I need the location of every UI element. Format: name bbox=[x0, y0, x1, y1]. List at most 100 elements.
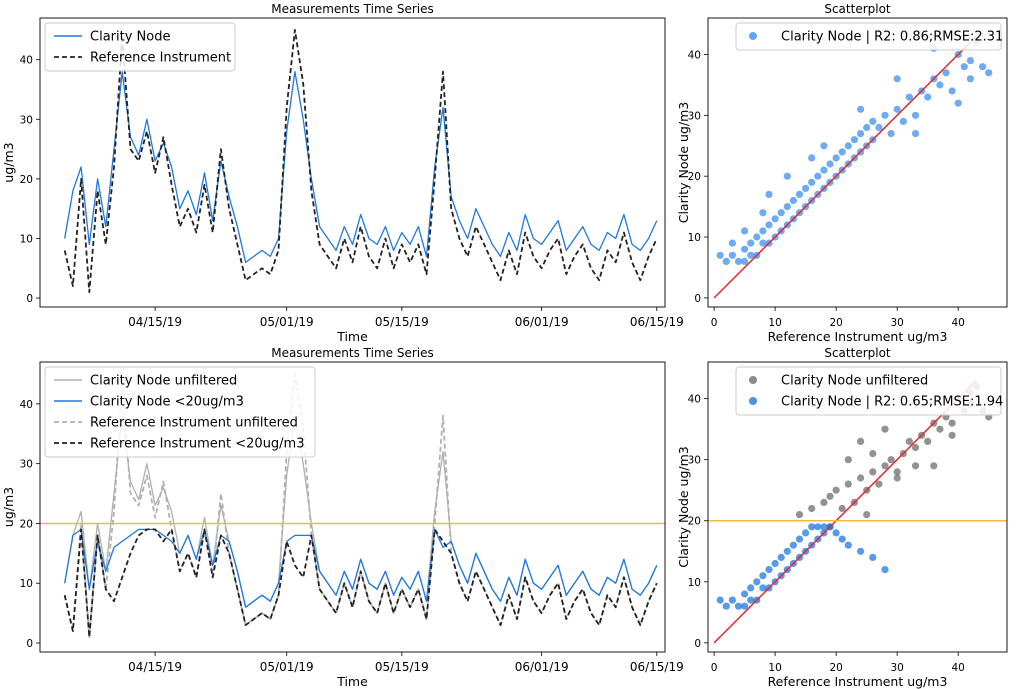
scatter-point bbox=[728, 596, 737, 604]
scatter-point bbox=[734, 602, 743, 610]
scatter-point bbox=[881, 111, 889, 119]
scatter-point bbox=[966, 57, 975, 65]
scatter-point bbox=[924, 437, 932, 445]
scatter-point bbox=[765, 566, 773, 574]
x-tick-label: 06/15/19 bbox=[630, 315, 684, 329]
y-tick-label: 10 bbox=[20, 578, 33, 590]
scatter-point bbox=[777, 553, 785, 562]
x-tick-label: 05/01/19 bbox=[260, 660, 314, 674]
scatter-point bbox=[783, 203, 791, 211]
scatter-point bbox=[741, 227, 749, 235]
scatter-point bbox=[759, 584, 767, 592]
scatter-point bbox=[979, 63, 987, 71]
scatter-point bbox=[747, 239, 755, 247]
y-tick-label: 30 bbox=[20, 114, 33, 126]
scatter-point bbox=[765, 221, 773, 229]
scatter-point bbox=[832, 529, 840, 537]
scatter-point bbox=[863, 123, 871, 132]
legend-swatch bbox=[749, 376, 757, 384]
scatter-point bbox=[869, 553, 877, 562]
scatter-point bbox=[844, 456, 852, 464]
scatter-point bbox=[911, 130, 920, 138]
scatter-point bbox=[759, 572, 767, 580]
legend-label: Clarity Node <20ug/m3 bbox=[90, 395, 244, 410]
x-tick-label: 20 bbox=[829, 662, 842, 674]
x-tick-label: 04/15/19 bbox=[128, 315, 182, 329]
scatter-point bbox=[881, 462, 889, 470]
scatter-point bbox=[814, 523, 822, 531]
legend-swatch bbox=[749, 32, 757, 40]
y-tick-label: 40 bbox=[688, 50, 701, 62]
scatter-point bbox=[741, 602, 749, 610]
plot-area bbox=[40, 373, 665, 638]
scatter-point bbox=[887, 456, 895, 464]
x-axis-label: Time bbox=[336, 674, 368, 689]
series-line-1 bbox=[63, 28, 658, 294]
legend-label: Clarity Node | R2: 0.86;RMSE:2.31 bbox=[781, 30, 1003, 45]
scatter-point bbox=[802, 184, 810, 192]
scatter-point bbox=[924, 93, 932, 101]
scatter-point bbox=[820, 523, 828, 531]
scatter-point bbox=[857, 547, 865, 555]
chart-title: Scatterplot bbox=[824, 2, 891, 16]
scatter-point bbox=[722, 602, 730, 610]
y-tick-label: 30 bbox=[20, 459, 33, 471]
scatter-point bbox=[966, 75, 975, 83]
x-tick-label: 05/15/19 bbox=[375, 315, 429, 329]
scatter-point bbox=[844, 142, 852, 150]
legend-box bbox=[44, 366, 316, 458]
legend: Clarity Node | R2: 0.86;RMSE:2.31 bbox=[735, 22, 1003, 51]
scatter-point bbox=[838, 535, 846, 543]
scatter-point bbox=[857, 105, 865, 113]
x-tick-label: 06/15/19 bbox=[630, 660, 684, 674]
chart-title: Measurements Time Series bbox=[271, 346, 434, 360]
scatter-point bbox=[838, 148, 846, 156]
legend-box bbox=[44, 22, 236, 72]
scatter-point bbox=[759, 239, 767, 247]
scatter-point bbox=[869, 117, 877, 125]
y-tick-label: 10 bbox=[20, 233, 33, 245]
scatter-point bbox=[795, 510, 804, 519]
scatter-point bbox=[777, 209, 785, 217]
y-tick-label: 10 bbox=[688, 232, 701, 244]
scatter-point bbox=[789, 196, 798, 205]
x-tick-label: 06/01/19 bbox=[515, 315, 569, 329]
scatter-point bbox=[905, 93, 914, 101]
scatter-point bbox=[734, 257, 743, 265]
scatter-point bbox=[820, 498, 828, 506]
y-axis-label: Clarity Node ug/m3 bbox=[676, 102, 691, 224]
scatter-point bbox=[802, 529, 810, 537]
y-axis-label: ug/m3 bbox=[1, 487, 16, 527]
scatter-point bbox=[747, 596, 755, 604]
scatter-point bbox=[741, 245, 749, 253]
legend-box bbox=[735, 22, 1002, 51]
x-tick-label: 04/15/19 bbox=[128, 660, 182, 674]
x-axis-label: Reference Instrument ug/m3 bbox=[768, 674, 948, 689]
scatter-point bbox=[911, 443, 920, 452]
scatter-point bbox=[875, 123, 883, 132]
x-tick-label: 05/01/19 bbox=[260, 315, 314, 329]
scatter-point bbox=[881, 566, 889, 574]
scatter-point bbox=[789, 541, 798, 549]
legend-label: Reference Instrument <20ug/m3 bbox=[90, 437, 305, 452]
scatter-point bbox=[795, 535, 804, 543]
fit-line bbox=[713, 35, 978, 299]
series-line-1 bbox=[64, 528, 658, 608]
scatter-point bbox=[893, 468, 901, 476]
scatter-point bbox=[905, 437, 914, 445]
scatter-point bbox=[875, 480, 883, 488]
y-tick-label: 0 bbox=[694, 293, 701, 305]
y-tick-label: 30 bbox=[688, 455, 701, 467]
axes-frame bbox=[39, 361, 666, 653]
scatter-point bbox=[795, 190, 804, 198]
legend: Clarity Node Reference Instrument bbox=[44, 22, 236, 72]
legend-box bbox=[735, 366, 1002, 416]
legend-label: Clarity Node bbox=[90, 30, 170, 45]
series-line-0 bbox=[64, 70, 658, 263]
x-tick-label: 40 bbox=[951, 317, 964, 329]
legend-swatch bbox=[749, 397, 757, 405]
plot-area bbox=[708, 379, 1007, 644]
scatter-point bbox=[753, 578, 761, 586]
